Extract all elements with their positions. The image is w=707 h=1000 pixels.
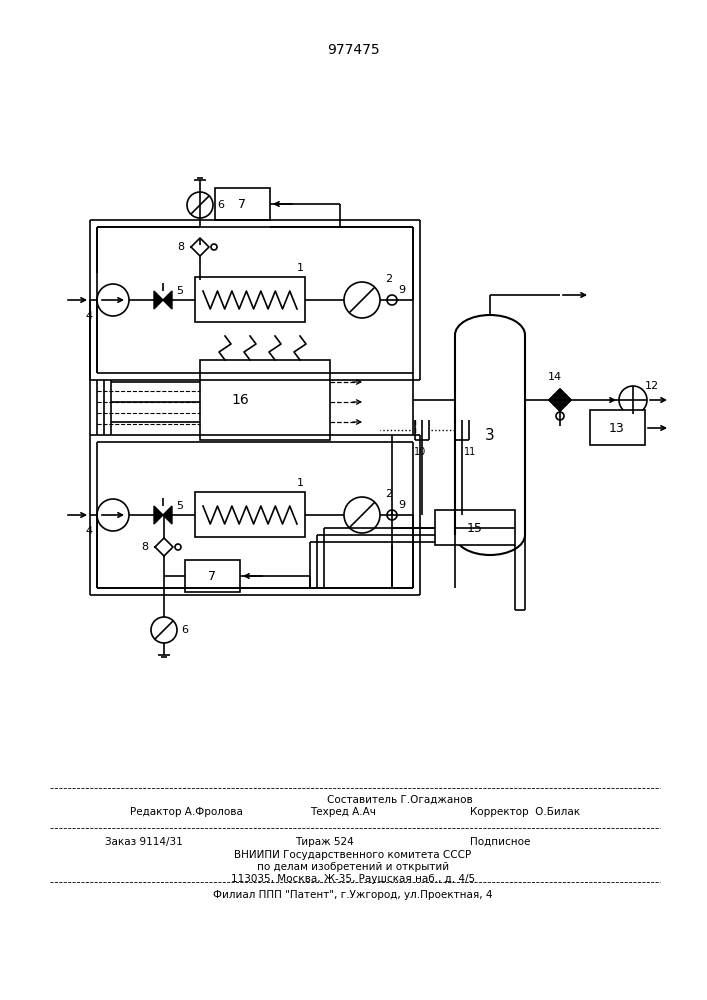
Circle shape: [387, 295, 397, 305]
Text: ВНИИПИ Государственного комитета СССР: ВНИИПИ Государственного комитета СССР: [235, 850, 472, 860]
Text: Редактор А.Фролова: Редактор А.Фролова: [130, 807, 243, 817]
Bar: [215, 188, 270, 220]
Circle shape: [556, 412, 564, 420]
Text: 113035, Москва, Ж-35, Раушская наб., д. 4/5: 113035, Москва, Ж-35, Раушская наб., д. …: [231, 874, 475, 884]
Text: Корректор  О.Билак: Корректор О.Билак: [470, 807, 580, 817]
Text: 13: 13: [609, 422, 625, 434]
Text: 8: 8: [177, 242, 185, 252]
Text: Заказ 9114/31: Заказ 9114/31: [105, 837, 182, 847]
Circle shape: [97, 499, 129, 531]
Polygon shape: [163, 291, 172, 309]
Circle shape: [187, 192, 213, 218]
Text: 1: 1: [296, 478, 303, 488]
Circle shape: [619, 386, 647, 414]
Text: 12: 12: [645, 381, 659, 391]
Bar: [435, 510, 515, 545]
Circle shape: [175, 544, 181, 550]
Circle shape: [151, 617, 177, 643]
Circle shape: [344, 282, 380, 318]
Text: 4: 4: [86, 311, 93, 321]
Bar: [195, 277, 305, 322]
Polygon shape: [154, 291, 163, 309]
Text: 16: 16: [231, 393, 249, 407]
Text: 11: 11: [464, 447, 476, 457]
Text: 1: 1: [296, 263, 303, 273]
Text: 7: 7: [238, 198, 246, 211]
Text: 6: 6: [182, 625, 189, 635]
Polygon shape: [154, 506, 163, 524]
Text: 2: 2: [385, 274, 392, 284]
Text: 5: 5: [177, 286, 184, 296]
Text: 6: 6: [218, 200, 225, 210]
Bar: [200, 360, 330, 440]
Text: 7: 7: [208, 570, 216, 582]
Text: 14: 14: [548, 372, 562, 382]
Text: 10: 10: [414, 447, 426, 457]
Text: 15: 15: [467, 522, 483, 534]
Text: 9: 9: [399, 285, 406, 295]
Circle shape: [211, 244, 217, 250]
Polygon shape: [163, 506, 172, 524]
Text: 4: 4: [86, 526, 93, 536]
Text: 2: 2: [385, 489, 392, 499]
Bar: [590, 410, 645, 445]
Text: по делам изобретений и открытий: по делам изобретений и открытий: [257, 862, 449, 872]
Text: 9: 9: [399, 500, 406, 510]
Circle shape: [387, 510, 397, 520]
Bar: [185, 560, 240, 592]
Text: 5: 5: [177, 501, 184, 511]
Circle shape: [97, 284, 129, 316]
Text: Составитель Г.Огаджанов: Составитель Г.Огаджанов: [327, 795, 473, 805]
Text: Филиал ППП "Патент", г.Ужгород, ул.Проектная, 4: Филиал ППП "Патент", г.Ужгород, ул.Проек…: [214, 890, 493, 900]
Text: Подписное: Подписное: [470, 837, 530, 847]
Text: Техред А.Ач: Техред А.Ач: [310, 807, 376, 817]
Circle shape: [344, 497, 380, 533]
Polygon shape: [549, 389, 571, 411]
Text: 8: 8: [141, 542, 148, 552]
Text: Тираж 524: Тираж 524: [295, 837, 354, 847]
Bar: [195, 492, 305, 537]
Text: 3: 3: [485, 428, 495, 442]
Text: 977475: 977475: [327, 43, 380, 57]
